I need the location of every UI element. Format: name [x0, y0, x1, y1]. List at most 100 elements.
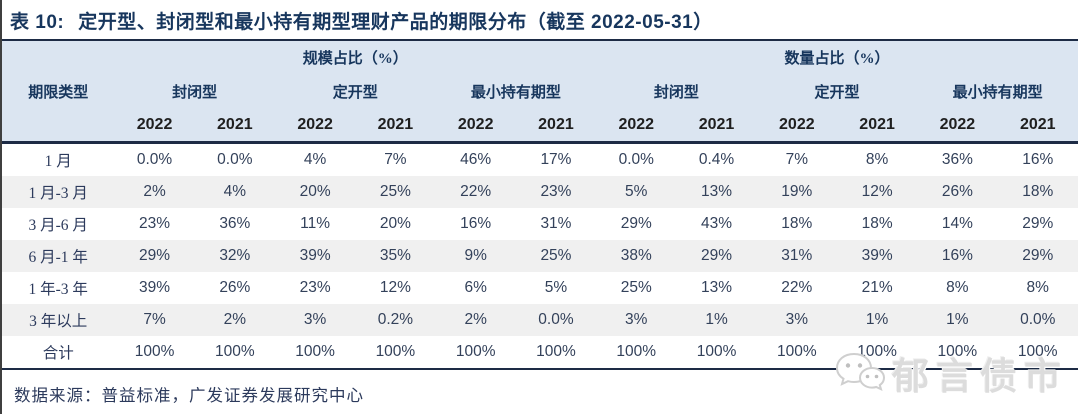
- year-header: 2021: [676, 108, 757, 144]
- cell-value: 0.0%: [136, 151, 173, 168]
- type-header-closed-scale: 封闭型: [114, 74, 275, 108]
- cell-value: 100%: [114, 336, 195, 370]
- cell-value: 32%: [219, 247, 251, 264]
- blank-cell: [2, 108, 115, 144]
- cell-value: 36%: [219, 215, 251, 232]
- cell-value: 2%: [464, 311, 487, 328]
- cell-value: 12%: [379, 279, 411, 296]
- year-header: 2021: [997, 108, 1078, 144]
- cell-value: 100%: [435, 336, 516, 370]
- type-header-minhold-quantity: 最小持有期型: [917, 74, 1078, 108]
- cell-value: 100%: [515, 336, 597, 370]
- cell-value: 19%: [781, 183, 813, 200]
- cell-value: 8%: [865, 151, 889, 168]
- cell-value: 38%: [620, 247, 652, 264]
- cell-value: 0.0%: [217, 151, 253, 168]
- cell-value: 4%: [303, 151, 327, 168]
- cell-value: 100%: [997, 336, 1078, 370]
- cell-value: 39%: [861, 247, 893, 264]
- table-row: 1 月 0.0% 0.0% 4% 7% 46% 17% 0.0% 0.4% 7% 8% 36% 16%: [2, 143, 1078, 177]
- cell-value: 0.4%: [698, 151, 735, 168]
- cell-value: 25%: [620, 279, 652, 296]
- data-source: 数据来源：普益标准，广发证券发展研究中心: [14, 386, 364, 405]
- cell-value: 22%: [460, 183, 492, 200]
- table-row: 1 月-3 月 2% 4% 20% 25% 22% 23% 5% 13% 19% 12% 26% 18%: [2, 176, 1078, 208]
- year-header-row: 2022 2021 2022 2021 2022 2021 2022 2021 …: [2, 108, 1078, 144]
- cell-value: 23%: [299, 279, 331, 296]
- table-row: 3 年以上 7% 2% 3% 0.2% 2% 0.0% 3% 1% 3% 1% 1% 0.0%: [2, 304, 1078, 336]
- cell-value: 100%: [836, 336, 918, 370]
- cell-value: 2%: [223, 311, 247, 328]
- cell-value: 31%: [540, 215, 572, 232]
- row-label: 1 月: [44, 153, 72, 170]
- year-header: 2022: [114, 108, 195, 144]
- group-header-quantity: 数量占比（%）: [596, 39, 1078, 74]
- cell-value: 6%: [464, 279, 487, 296]
- cell-value: 29%: [1022, 247, 1054, 264]
- cell-value: 2%: [143, 183, 166, 200]
- cell-value: 29%: [139, 247, 171, 264]
- cell-value: 4%: [223, 183, 247, 200]
- year-header: 2021: [194, 108, 275, 144]
- cell-value: 7%: [785, 151, 809, 168]
- maturity-distribution-table: 规模占比（%） 数量占比（%） 期限类型 封闭型 定开型 最小持有期型 封闭型 …: [2, 39, 1078, 370]
- cell-value: 12%: [861, 183, 893, 200]
- cell-value: 20%: [379, 215, 411, 232]
- cell-value: 0.2%: [377, 311, 414, 328]
- cell-value: 23%: [540, 183, 572, 200]
- cell-value: 13%: [701, 183, 733, 200]
- cell-value: 18%: [1022, 183, 1054, 200]
- row-label: 1 月-3 月: [28, 185, 88, 202]
- row-label: 6 月-1 年: [28, 249, 88, 266]
- cell-value: 20%: [299, 183, 331, 200]
- cell-value: 0.0%: [538, 311, 574, 328]
- cell-value: 100%: [596, 336, 677, 370]
- cell-value: 29%: [701, 247, 733, 264]
- year-header: 2022: [756, 108, 837, 144]
- group-header-row: 规模占比（%） 数量占比（%）: [2, 39, 1078, 74]
- cell-value: 17%: [540, 151, 572, 168]
- cell-value: 1%: [865, 311, 889, 328]
- cell-value: 13%: [701, 279, 733, 296]
- type-header-open-quantity: 定开型: [756, 74, 918, 108]
- table-row: 3 月-6 月 23% 36% 11% 20% 16% 31% 29% 43% 18% 18% 14%…: [2, 208, 1078, 240]
- row-label: 3 年以上: [29, 313, 88, 330]
- year-header: 2022: [917, 108, 998, 144]
- cell-value: 36%: [941, 151, 973, 168]
- cell-value: 31%: [781, 247, 813, 264]
- cell-value: 25%: [379, 183, 411, 200]
- cell-value: 23%: [139, 215, 171, 232]
- year-header: 2022: [274, 108, 356, 144]
- cell-value: 11%: [300, 215, 331, 232]
- table-title: 表 10: 定开型、封闭型和最小持有期型理财产品的期限分布（截至 2022-05-…: [2, 0, 1078, 39]
- cell-value: 26%: [941, 183, 973, 200]
- cell-value: 100%: [194, 336, 275, 370]
- table-row: 合计 100% 100% 100% 100% 100% 100% 100% 100% 100% 10…: [2, 336, 1078, 370]
- table-number: 表 10:: [10, 12, 65, 33]
- page-left-edge: [0, 0, 2, 414]
- row-label: 3 月-6 月: [28, 217, 88, 234]
- year-header: 2021: [515, 108, 597, 144]
- cell-value: 8%: [1026, 279, 1049, 296]
- cell-value: 18%: [781, 215, 813, 232]
- cell-value: 3%: [303, 311, 327, 328]
- cell-value: 3%: [785, 311, 809, 328]
- cell-value: 21%: [861, 279, 893, 296]
- cell-value: 5%: [625, 183, 648, 200]
- cell-value: 7%: [384, 151, 407, 168]
- cell-value: 39%: [139, 279, 171, 296]
- year-header: 2021: [836, 108, 918, 144]
- row-header-label: 期限类型: [2, 74, 115, 108]
- cell-value: 25%: [540, 247, 572, 264]
- table-title-text: 定开型、封闭型和最小持有期型理财产品的期限分布（截至 2022-05-31）: [78, 12, 713, 33]
- type-header-minhold-scale: 最小持有期型: [435, 74, 597, 108]
- table-row: 1 年-3 年 39% 26% 23% 12% 6% 5% 25% 13% 22% 21% 8% 8%: [2, 272, 1078, 304]
- cell-value: 100%: [355, 336, 436, 370]
- cell-value: 0.0%: [1020, 311, 1056, 328]
- cell-value: 35%: [379, 247, 411, 264]
- cell-value: 43%: [701, 215, 733, 232]
- row-label: 合计: [2, 336, 115, 370]
- cell-value: 18%: [861, 215, 893, 232]
- cell-value: 29%: [1022, 215, 1054, 232]
- cell-value: 39%: [299, 247, 331, 264]
